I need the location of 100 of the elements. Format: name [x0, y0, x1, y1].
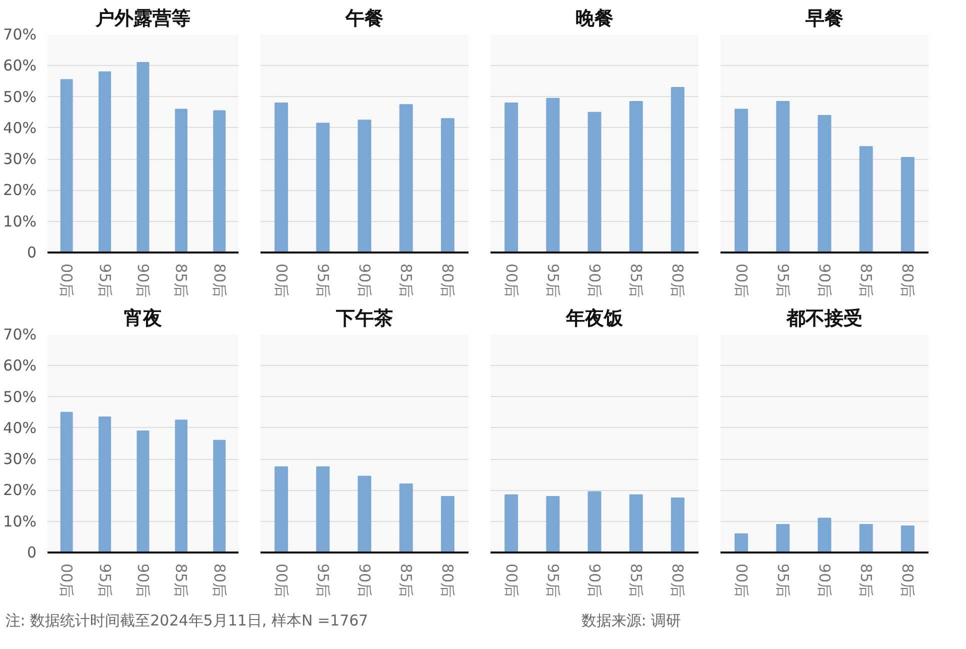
x-tick-label: 80后: [668, 264, 687, 298]
y-tick-label: 0: [26, 544, 37, 562]
x-tick-label: 90后: [816, 564, 834, 598]
bar: [776, 100, 790, 252]
chart-title: 户外露营等: [94, 8, 190, 30]
y-tick-label: 40%: [3, 418, 37, 437]
y-tick-label: 50%: [3, 388, 37, 406]
y-tick-label: 30%: [3, 150, 37, 168]
x-tick-label: 95后: [314, 264, 332, 298]
x-tick-label: 95后: [96, 264, 114, 298]
x-tick-label: 95后: [774, 264, 792, 298]
bar: [818, 518, 832, 552]
bar: [136, 430, 150, 552]
bar: [504, 102, 518, 252]
y-tick-label: 60%: [3, 356, 37, 375]
text: 注: 数据统计时间截至2024年5月11日, 样本N =1767: [5, 612, 368, 630]
y-tick-label: 10%: [3, 212, 37, 230]
bar: [316, 466, 330, 552]
chart-title: 晚餐: [576, 8, 614, 30]
bar: [440, 118, 454, 252]
bar: [399, 483, 413, 552]
bar: [213, 440, 226, 552]
x-tick-label: 90后: [586, 264, 604, 298]
x-tick-label: 85后: [397, 564, 416, 598]
chart-title: 早餐: [804, 8, 844, 30]
y-tick-label: 20%: [3, 181, 37, 200]
source-note: 数据来源: 调研: [581, 612, 682, 630]
x-tick-label: 85后: [627, 264, 646, 298]
chart-title: 年夜饭: [565, 308, 624, 330]
x-tick-label: 85后: [172, 564, 190, 598]
x-tick-label: 00后: [272, 264, 290, 298]
x-tick-label: 85后: [397, 264, 416, 298]
bar: [734, 108, 748, 252]
x-tick-label: 00后: [58, 264, 76, 298]
y-tick-label: 70%: [3, 326, 37, 344]
bar: [274, 466, 288, 552]
x-tick-label: 90后: [134, 264, 152, 298]
chart-title: 午餐: [344, 8, 384, 30]
x-tick-label: 80后: [210, 564, 228, 598]
x-tick-label: 00后: [272, 564, 290, 598]
x-tick-label: 85后: [857, 264, 876, 298]
x-tick-label: 80后: [438, 264, 457, 298]
bar: [859, 146, 873, 252]
x-tick-label: 90后: [586, 564, 604, 598]
x-tick-label: 00后: [58, 564, 76, 598]
x-tick-label: 80后: [898, 264, 917, 298]
chart-title: 下午茶: [335, 308, 393, 330]
bar: [670, 498, 684, 552]
x-tick-label: 90后: [356, 264, 374, 298]
bar: [174, 108, 188, 252]
y-tick-label: 30%: [3, 450, 37, 468]
bar: [818, 114, 832, 252]
bar: [734, 533, 748, 552]
chart-title: 宵夜: [124, 308, 162, 330]
x-tick-label: 90后: [356, 564, 374, 598]
bar: [900, 526, 914, 552]
bar: [358, 476, 372, 552]
bar: [274, 102, 288, 252]
y-tick-label: 40%: [3, 118, 37, 137]
bar: [588, 491, 602, 552]
x-tick-label: 85后: [172, 264, 190, 298]
chart-title: 都不接受: [786, 308, 862, 330]
bar: [98, 71, 112, 252]
bar: [900, 157, 914, 252]
bar: [546, 98, 560, 252]
bar: [399, 104, 413, 252]
bar: [136, 62, 150, 252]
y-tick-label: 70%: [3, 26, 37, 44]
bar: [98, 416, 112, 552]
bar: [629, 494, 643, 552]
bar: [316, 122, 330, 252]
bar: [859, 524, 873, 552]
bar: [213, 110, 226, 252]
bar: [440, 496, 454, 552]
x-tick-label: 85后: [627, 564, 646, 598]
y-tick-label: 20%: [3, 481, 37, 500]
x-tick-label: 90后: [134, 564, 152, 598]
x-tick-label: 80后: [668, 564, 687, 598]
bar: [504, 494, 518, 552]
x-tick-label: 00后: [502, 264, 520, 298]
x-tick-label: 00后: [502, 564, 520, 598]
bar: [588, 112, 602, 252]
x-tick-label: 80后: [438, 564, 457, 598]
y-tick-label: 10%: [3, 512, 37, 530]
x-tick-label: 90后: [816, 264, 834, 298]
y-tick-label: 60%: [3, 56, 37, 75]
bar: [546, 496, 560, 552]
x-tick-label: 95后: [544, 564, 562, 598]
bar: [60, 412, 73, 552]
x-tick-label: 80后: [898, 564, 917, 598]
x-tick-label: 85后: [857, 564, 876, 598]
bar: [358, 120, 372, 252]
x-tick-label: 00后: [732, 264, 750, 298]
bar: [629, 100, 643, 252]
y-tick-label: 0: [26, 244, 37, 262]
y-tick-label: 50%: [3, 88, 37, 106]
x-tick-label: 95后: [774, 564, 792, 598]
x-tick-label: 95后: [314, 564, 332, 598]
bar: [670, 86, 684, 252]
x-tick-label: 80后: [210, 264, 228, 298]
